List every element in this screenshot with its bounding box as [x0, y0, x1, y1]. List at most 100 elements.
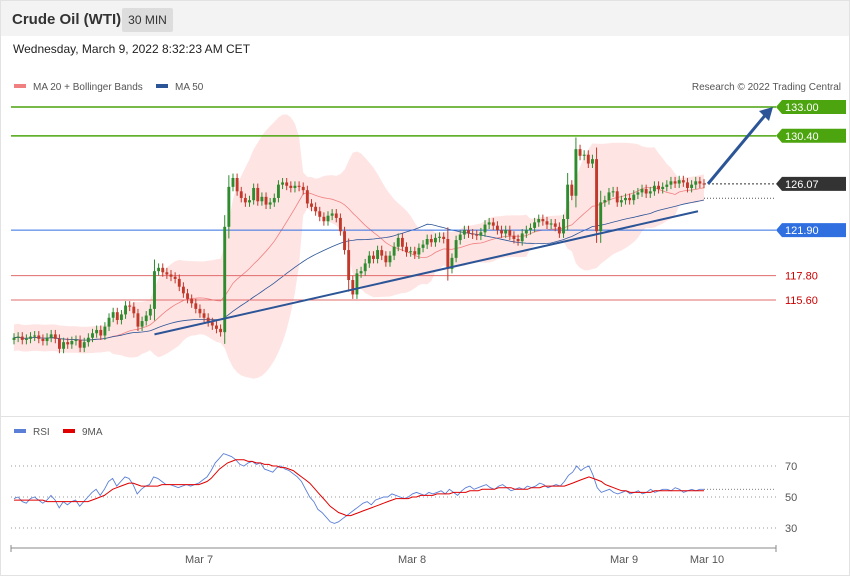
price-levels [11, 106, 776, 301]
candle-body [338, 217, 342, 232]
candle-body [648, 191, 652, 194]
level-label-117.80: 117.80 [785, 271, 818, 283]
candle-body [578, 149, 582, 156]
candle-body [41, 338, 45, 342]
candle-body [45, 337, 49, 342]
candle-body [49, 334, 53, 338]
candle-body [281, 182, 285, 185]
candle-body [219, 328, 223, 333]
candle-body [107, 317, 111, 327]
candle-body [557, 226, 561, 234]
level-tag-label-121.90: 121.90 [785, 225, 819, 237]
candle-body [586, 154, 590, 164]
candle-body [202, 313, 206, 318]
candle-body [285, 182, 289, 186]
candle-body [215, 325, 218, 329]
candle-body [673, 181, 677, 184]
candle-body [438, 236, 442, 238]
candle-body [165, 272, 169, 275]
projection-arrow-head [759, 107, 773, 121]
candle-body [148, 308, 152, 316]
candle-body [657, 185, 660, 190]
attribution-label: Research © 2022 Trading Central [692, 82, 841, 93]
candle-body [157, 267, 161, 272]
candle-body [429, 238, 433, 243]
candlesticks [12, 137, 706, 354]
ma50-line [13, 199, 705, 341]
rsi-tick-label-30: 30 [785, 523, 797, 535]
candle-body [153, 271, 156, 309]
candle-body [471, 233, 475, 235]
candle-body [136, 313, 140, 327]
candle-body [483, 224, 487, 233]
candle-body [115, 312, 119, 320]
candle-body [351, 280, 355, 295]
candle-body [252, 187, 256, 201]
candle-body [177, 278, 181, 287]
bollinger-band-fill [14, 114, 704, 379]
candle-body [318, 211, 322, 217]
candle-body [475, 234, 479, 236]
candle-body [248, 200, 251, 203]
rsi-tick-label-50: 50 [785, 492, 797, 504]
candle-body [611, 191, 615, 193]
candle-body [16, 336, 20, 338]
candle-body [140, 321, 144, 327]
x-tick-label-mar-10: Mar 10 [690, 554, 724, 566]
candle-body [582, 154, 586, 156]
candle-body [686, 182, 689, 188]
candle-body [37, 335, 41, 339]
candle-body [512, 235, 516, 239]
candle-body [417, 247, 421, 255]
ma20-line [13, 186, 705, 341]
candle-body [590, 159, 594, 164]
rsi-panel: 70 50 30 [11, 453, 797, 535]
candle-body [124, 305, 128, 315]
level-label-115.60: 115.60 [785, 295, 818, 307]
candle-body [529, 227, 532, 231]
candle-body [78, 339, 82, 348]
candle-body [533, 222, 537, 228]
candle-body [669, 181, 673, 185]
bollinger-bands [13, 114, 705, 379]
candle-body [367, 255, 371, 264]
candle-body [467, 230, 470, 234]
candle-body [384, 255, 388, 263]
candle-body [330, 213, 334, 216]
candle-body [392, 246, 396, 256]
candle-body [53, 334, 57, 339]
candle-body [607, 192, 611, 201]
timeframe-button[interactable]: 30 MIN [122, 8, 173, 32]
candle-body [652, 185, 656, 192]
candle-body [95, 329, 99, 334]
candle-body [425, 238, 429, 245]
x-axis: Mar 7 Mar 8 Mar 9 Mar 10 [10, 545, 777, 566]
candle-body [128, 305, 132, 307]
candle-body [99, 329, 103, 336]
candle-body [537, 219, 541, 223]
candle-body [504, 230, 508, 234]
candle-body [29, 336, 32, 339]
candle-body [310, 203, 313, 207]
candle-body [20, 336, 24, 340]
candle-body [256, 187, 260, 202]
candle-body [698, 181, 702, 184]
candle-body [433, 237, 437, 243]
x-tick-label-mar-9: Mar 9 [610, 554, 638, 566]
candle-body [33, 335, 37, 337]
candle-body [314, 206, 318, 212]
candle-body [549, 223, 553, 225]
candle-body [400, 237, 404, 247]
candle-body [231, 177, 235, 187]
candle-body [343, 231, 346, 251]
candle-body [326, 215, 330, 222]
legend-swatch-bollinger [14, 84, 26, 88]
candle-body [260, 196, 264, 202]
candle-body [181, 286, 185, 294]
candle-body [388, 255, 392, 263]
candle-body [681, 180, 685, 183]
candle-body [239, 191, 243, 198]
candle-body [289, 185, 293, 188]
candle-body [301, 186, 305, 191]
